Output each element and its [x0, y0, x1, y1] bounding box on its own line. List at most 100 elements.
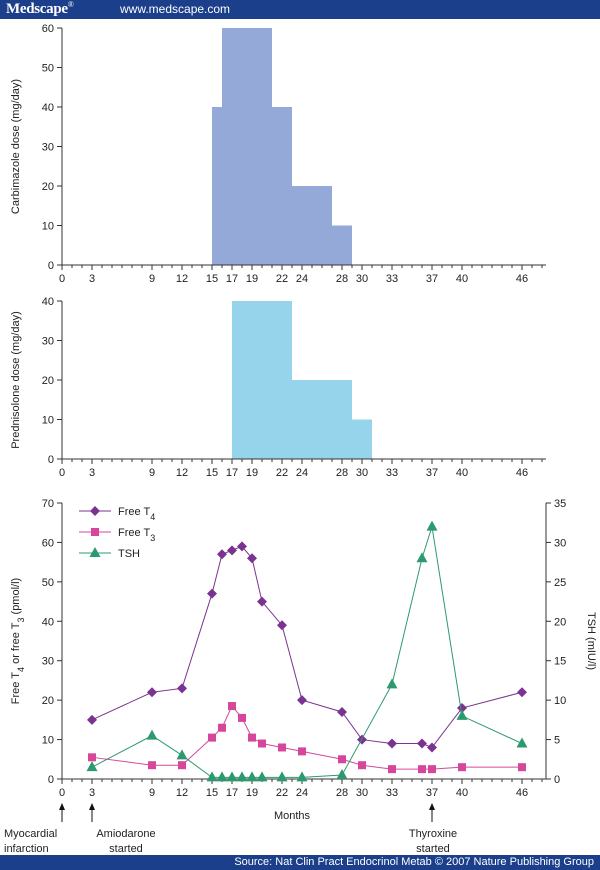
- data-point: [86, 761, 98, 772]
- data-point: [297, 695, 307, 706]
- data-point: [208, 733, 216, 742]
- y-axis-title-0: Carbimazole dose (mg/day): [10, 79, 22, 214]
- data-point: [456, 709, 468, 720]
- data-point: [277, 620, 287, 631]
- x-tick-label: 17: [226, 273, 238, 285]
- x-tick-label: 15: [206, 467, 218, 479]
- x-tick-label: 12: [176, 467, 188, 479]
- brand-mark: ®: [67, 0, 74, 9]
- x-tick-label: 37: [426, 273, 438, 285]
- data-point: [247, 553, 257, 564]
- y-tick-label: 30: [42, 656, 54, 668]
- x-tick-label: 30: [356, 467, 368, 479]
- x-tick-label: 46: [516, 787, 528, 799]
- data-point: [88, 753, 96, 762]
- label-part: or free T: [10, 622, 22, 667]
- x-tick-label: 28: [336, 273, 348, 285]
- data-point: [426, 520, 438, 531]
- annotation-arrow-head: [89, 803, 95, 810]
- y-tick-label: 60: [42, 23, 54, 35]
- data-point: [258, 739, 266, 748]
- x-tick-label: 19: [246, 467, 258, 479]
- brand-name: Medscape: [6, 1, 68, 17]
- legend-label: Free T4: [118, 506, 155, 522]
- legend-label-text: TSH: [118, 548, 140, 560]
- data-point: [298, 747, 306, 756]
- dose-bar: [292, 380, 352, 459]
- x-tick-label: 9: [149, 467, 155, 479]
- label-part: Free T: [10, 672, 22, 704]
- annotation-label: started: [109, 843, 143, 855]
- data-point: [428, 765, 436, 774]
- y-tick-label: 30: [42, 142, 54, 154]
- data-point: [336, 769, 348, 780]
- y-tick-label: 0: [48, 774, 54, 786]
- data-point: [416, 552, 428, 563]
- data-point: [227, 545, 237, 556]
- series-line: [91, 526, 523, 778]
- y-tick-label: 50: [42, 577, 54, 589]
- data-point: [358, 761, 366, 770]
- x-tick-label: 3: [89, 273, 95, 285]
- x-tick-label: 24: [296, 787, 308, 799]
- dose-bar: [292, 186, 332, 265]
- x-tick-label: 3: [89, 467, 95, 479]
- series-square: [88, 702, 526, 774]
- subscript: 4: [16, 667, 26, 672]
- data-point: [427, 742, 437, 753]
- data-point: [457, 703, 467, 714]
- y-tick-label: 5: [554, 735, 560, 747]
- x-tick-label: 22: [276, 273, 288, 285]
- data-point: [176, 749, 188, 760]
- subscript: 4: [150, 512, 155, 522]
- data-point: [147, 687, 157, 698]
- dose-bar: [222, 28, 272, 265]
- x-tick-label: 30: [356, 787, 368, 799]
- x-tick-label: 40: [456, 273, 468, 285]
- legend-marker: [89, 547, 101, 557]
- data-point: [217, 549, 227, 560]
- x-tick-label: 19: [246, 787, 258, 799]
- annotation-arrow-head: [429, 803, 435, 810]
- data-point: [388, 765, 396, 774]
- y-tick-label: 20: [42, 375, 54, 387]
- data-point: [236, 771, 248, 782]
- x-tick-label: 40: [456, 787, 468, 799]
- y-tick-label: 0: [554, 774, 560, 786]
- x-tick-label: 19: [246, 273, 258, 285]
- y-tick-label: 15: [554, 656, 566, 668]
- medscape-header-bar: Medscape® www.medscape.com: [0, 0, 600, 19]
- y-tick-label: 50: [42, 63, 54, 75]
- dose-bar: [352, 419, 372, 459]
- y-tick-label: 30: [554, 537, 566, 549]
- y-tick-label: 0: [48, 260, 54, 272]
- x-tick-label: 30: [356, 273, 368, 285]
- x-tick-label: 24: [296, 467, 308, 479]
- data-point: [248, 733, 256, 742]
- data-point: [87, 714, 97, 725]
- data-point: [237, 541, 247, 552]
- y-axis-title-1: Prednisolone dose (mg/day): [10, 311, 22, 449]
- source-footer-bar: Source: Nat Clin Pract Endocrinol Metab …: [0, 855, 600, 870]
- y-tick-label: 20: [42, 695, 54, 707]
- data-point: [458, 763, 466, 772]
- data-point: [178, 761, 186, 770]
- data-point: [337, 706, 347, 717]
- data-point: [518, 763, 526, 772]
- x-tick-label: 33: [386, 273, 398, 285]
- y-tick-label: 10: [42, 415, 54, 427]
- subscript: 3: [16, 618, 26, 623]
- data-point: [238, 713, 246, 722]
- data-point: [148, 761, 156, 770]
- y-tick-label: 70: [42, 498, 54, 510]
- x-tick-label: 17: [226, 467, 238, 479]
- data-point: [206, 771, 218, 782]
- legend-label-text: Free T: [118, 506, 150, 518]
- data-point: [517, 687, 527, 698]
- dose-bar: [272, 107, 292, 265]
- site-url-link[interactable]: www.medscape.com: [120, 2, 231, 16]
- y-tick-label: 10: [554, 695, 566, 707]
- x-tick-label: 15: [206, 273, 218, 285]
- data-point: [177, 683, 187, 694]
- data-point: [257, 596, 267, 607]
